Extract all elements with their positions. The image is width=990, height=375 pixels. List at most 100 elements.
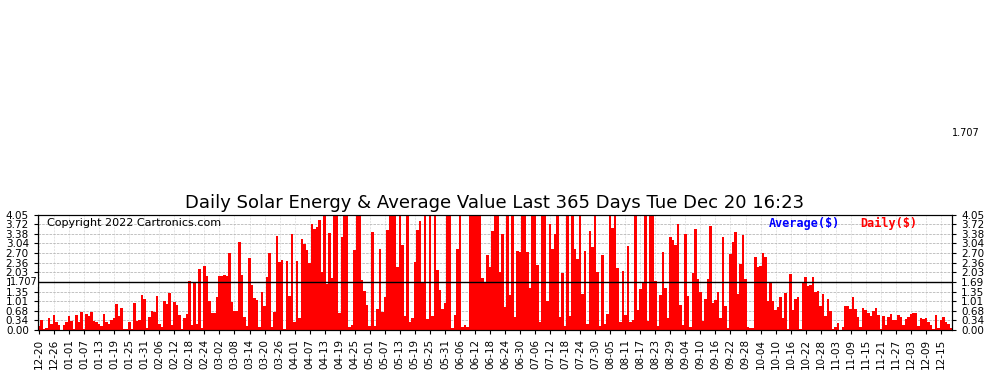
Bar [849,309,852,330]
Bar [591,247,594,330]
Bar [293,322,296,330]
Bar [707,279,709,330]
Bar [539,322,542,330]
Bar [466,327,468,330]
Bar [646,321,649,330]
Bar [341,237,344,330]
Bar [366,305,368,330]
Bar [93,321,95,330]
Bar [905,319,907,330]
Bar [511,215,514,330]
Bar [456,249,458,330]
Bar [231,302,234,330]
Bar [509,295,511,330]
Bar [146,328,148,330]
Bar [644,215,646,330]
Bar [859,327,862,330]
Bar [468,215,471,330]
Bar [504,307,506,330]
Bar [900,317,902,330]
Bar [283,328,286,330]
Bar [651,215,654,330]
Bar [319,220,321,330]
Bar [827,300,830,330]
Bar [383,297,386,330]
Bar [143,299,146,330]
Bar [935,315,938,330]
Bar [358,215,361,330]
Bar [938,328,940,330]
Bar [522,215,524,330]
Bar [862,308,864,330]
Bar [802,282,804,330]
Bar [607,314,609,330]
Bar [847,306,849,330]
Bar [787,329,789,330]
Bar [276,236,278,330]
Bar [206,276,208,330]
Bar [669,237,671,330]
Bar [656,326,659,330]
Bar [517,251,519,330]
Bar [363,291,366,330]
Bar [679,305,682,330]
Bar [617,268,619,330]
Bar [453,315,456,330]
Bar [353,250,356,330]
Bar [687,296,689,330]
Bar [892,320,895,330]
Bar [684,234,687,330]
Bar [730,254,732,330]
Bar [324,215,326,330]
Bar [288,296,291,330]
Bar [479,215,481,330]
Bar [717,292,719,330]
Bar [321,272,324,330]
Bar [351,325,353,330]
Bar [371,232,373,330]
Bar [175,305,178,330]
Bar [499,272,501,330]
Bar [609,215,612,330]
Bar [426,319,429,330]
Bar [136,321,138,330]
Bar [83,329,85,330]
Bar [532,215,534,330]
Bar [548,224,551,330]
Bar [794,298,797,330]
Bar [155,296,158,330]
Bar [401,246,404,330]
Bar [437,270,439,330]
Bar [378,249,381,330]
Bar [431,316,434,330]
Bar [368,327,371,330]
Bar [85,314,88,330]
Bar [702,321,704,330]
Bar [173,302,175,330]
Bar [604,324,607,330]
Bar [434,215,437,330]
Bar [682,325,684,330]
Bar [158,324,160,330]
Bar [822,294,825,330]
Bar [265,277,268,330]
Bar [566,215,569,330]
Bar [746,327,749,330]
Bar [191,326,193,330]
Title: Daily Solar Energy & Average Value Last 365 Days Tue Dec 20 16:23: Daily Solar Energy & Average Value Last … [185,194,805,212]
Bar [514,317,517,330]
Bar [774,310,777,330]
Bar [150,311,153,330]
Bar [725,306,727,330]
Bar [661,252,664,330]
Bar [714,300,717,330]
Bar [271,327,273,330]
Bar [75,315,78,330]
Bar [832,329,835,330]
Bar [869,316,872,330]
Bar [103,314,106,330]
Bar [193,282,196,330]
Bar [344,215,346,330]
Bar [339,313,341,330]
Bar [489,267,491,330]
